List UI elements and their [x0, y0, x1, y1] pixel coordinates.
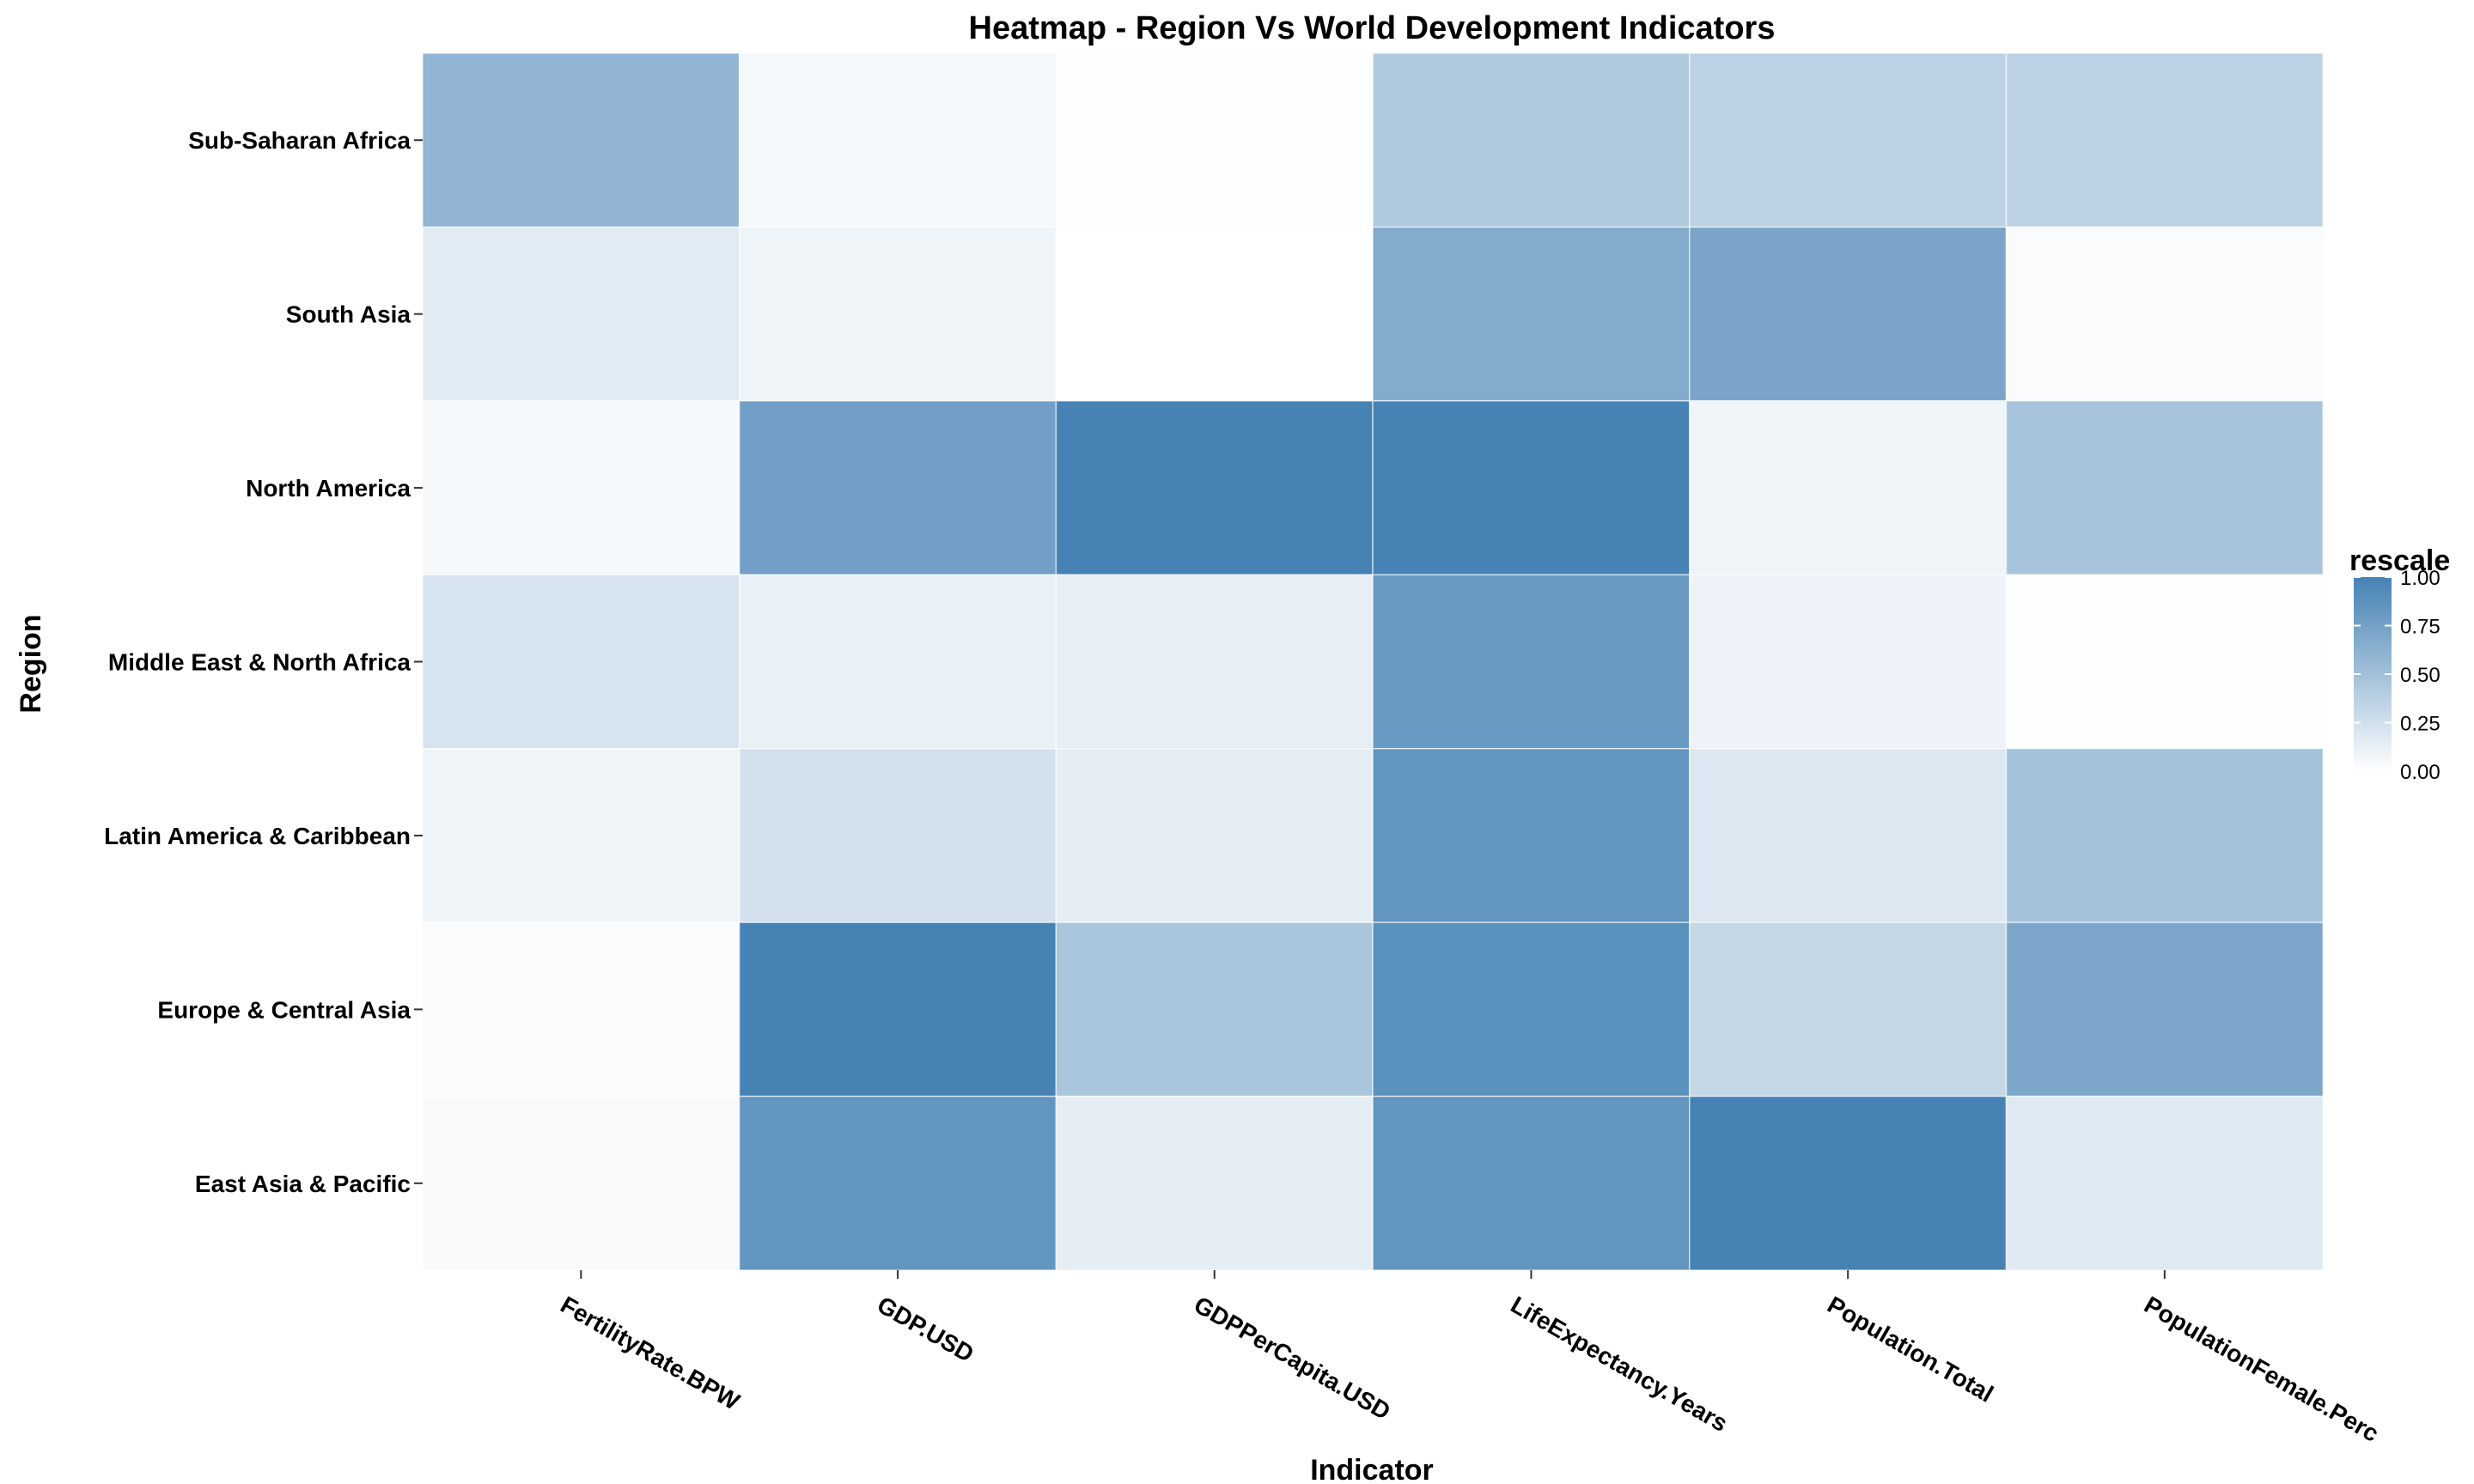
- x-tick-label: FertilityRate.BPW: [556, 1291, 744, 1415]
- heatmap-cell: [1372, 1095, 1691, 1271]
- heatmap-cell: [422, 400, 740, 576]
- heatmap-cell: [1372, 52, 1691, 228]
- heatmap-cell: [1372, 400, 1691, 576]
- legend-title: rescale: [2349, 544, 2450, 577]
- heatmap-cell: [1372, 574, 1691, 750]
- heatmap-cell: [1055, 400, 1374, 576]
- legend-tick-label: 1.00: [2400, 567, 2440, 590]
- x-axis-ticks: FertilityRate.BPW GDP.USD GDPPerCapita.USD…: [556, 1270, 2384, 1447]
- y-tick-label: Europe & Central Asia: [157, 996, 411, 1023]
- chart-title: Heatmap - Region Vs World Development In…: [969, 10, 1776, 46]
- x-tick-label: LifeExpectancy.Years: [1506, 1291, 1732, 1437]
- heatmap-cell: [2005, 921, 2324, 1098]
- heatmap-cell: [422, 747, 740, 923]
- heatmap-cell: [422, 1095, 740, 1271]
- heatmap-cell: [738, 52, 1057, 228]
- heatmap-cell: [2005, 400, 2324, 576]
- y-tick-label: Middle East & North Africa: [108, 649, 411, 676]
- heatmap-cell: [1689, 226, 2008, 402]
- heatmap-cell: [2005, 226, 2324, 402]
- heatmap-cell: [422, 574, 740, 750]
- x-tick-label: GDP.USD: [873, 1291, 978, 1367]
- heatmap-cell: [1689, 574, 2008, 750]
- heatmap-cell: [422, 921, 740, 1098]
- heatmap-cell: [738, 400, 1057, 576]
- y-axis-title: Region: [15, 614, 47, 713]
- heatmap-cell: [422, 226, 740, 402]
- heatmap-cell: [738, 1095, 1057, 1271]
- legend-tick-label: 0.00: [2400, 761, 2440, 784]
- y-axis-ticks: Sub-Saharan Africa South Asia North Americ…: [104, 127, 423, 1197]
- legend-tick-label: 0.25: [2400, 713, 2440, 736]
- x-axis-title: Indicator: [1310, 1454, 1434, 1484]
- heatmap-cell: [1689, 400, 2008, 576]
- heatmap-cell: [2005, 52, 2324, 228]
- x-tick-label: Population.Total: [1823, 1291, 1998, 1407]
- heatmap-cell: [738, 921, 1057, 1098]
- heatmap-cell: [1689, 921, 2008, 1098]
- legend-tick-label: 0.50: [2400, 664, 2440, 687]
- heatmap-cell: [1055, 574, 1374, 750]
- heatmap-cell: [2005, 1095, 2324, 1271]
- heatmap-cell: [1055, 226, 1374, 402]
- y-tick-label: Latin America & Caribbean: [104, 823, 411, 849]
- y-tick-label: South Asia: [286, 301, 411, 328]
- heatmap-cell: [2005, 574, 2324, 750]
- heatmap-cell: [1055, 1095, 1374, 1271]
- heatmap-cell: [738, 226, 1057, 402]
- heatmap-cell: [1055, 747, 1374, 923]
- legend-tick-label: 0.75: [2400, 616, 2440, 639]
- heatmap-cell: [422, 52, 740, 228]
- heatmap-cell: [738, 574, 1057, 750]
- y-tick-label: North America: [246, 475, 411, 502]
- y-tick-label: Sub-Saharan Africa: [188, 127, 411, 154]
- heatmap-cells: [422, 52, 2324, 1271]
- color-legend: rescale 0.00 0.25 0.50 0.75 1.00: [2349, 544, 2450, 784]
- legend-ticks: 0.00 0.25 0.50 0.75 1.00: [2354, 567, 2440, 784]
- x-tick-label: GDPPerCapita.USD: [1190, 1291, 1395, 1425]
- heatmap-cell: [1689, 52, 2008, 228]
- heatmap-cell: [1689, 747, 2008, 923]
- heatmap-cell: [738, 747, 1057, 923]
- x-tick-label: PopulationFemale.Perc: [2140, 1291, 2384, 1447]
- y-tick-label: East Asia & Pacific: [195, 1171, 411, 1197]
- heatmap-cell: [1689, 1095, 2008, 1271]
- heatmap-cell: [1372, 226, 1691, 402]
- heatmap-cell: [1372, 747, 1691, 923]
- heatmap-cell: [1055, 921, 1374, 1098]
- heatmap-cell: [1372, 921, 1691, 1098]
- heatmap-cell: [2005, 747, 2324, 923]
- heatmap-cell: [1055, 52, 1374, 228]
